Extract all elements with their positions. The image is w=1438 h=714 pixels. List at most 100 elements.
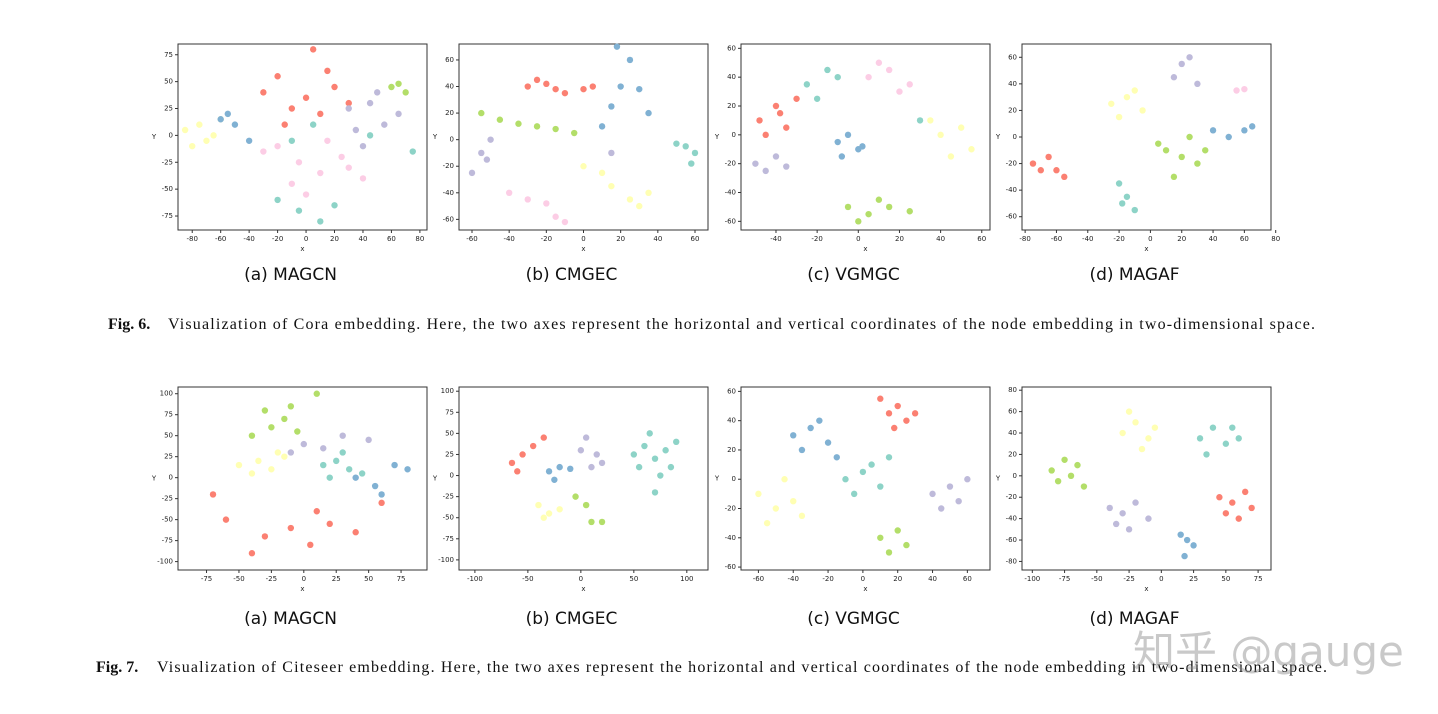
y-tick-label: -50 — [162, 516, 173, 524]
x-tick-label: 20 — [330, 235, 339, 243]
scatter-point — [885, 66, 893, 74]
scatter-point — [955, 497, 962, 505]
scatter-point — [514, 468, 521, 475]
scatter-point — [1241, 85, 1248, 93]
y-tick-label: 25 — [164, 105, 173, 113]
scatter-point — [320, 461, 327, 469]
x-tick-label: 40 — [653, 235, 662, 243]
scatter-point — [338, 153, 345, 161]
scatter-point — [790, 432, 797, 439]
x-tick-label: -60 — [215, 235, 226, 243]
scatter-point — [816, 417, 823, 424]
scatter-point — [964, 476, 971, 483]
x-axis-label: x — [300, 245, 304, 253]
scatter-point — [875, 59, 883, 66]
x-tick-label: -20 — [1113, 235, 1124, 243]
x-tick-label: 60 — [387, 235, 396, 243]
scatter-point — [288, 137, 296, 144]
subcaption: (b) CMGEC — [526, 609, 618, 629]
x-tick-label: 0 — [1148, 235, 1152, 243]
y-tick-label: 75 — [164, 411, 173, 419]
scatter-point — [842, 476, 849, 483]
scatter-point — [617, 83, 624, 90]
scatter-point — [222, 516, 230, 523]
scatter-point — [324, 137, 331, 144]
scatter-point — [752, 160, 759, 167]
scatter-point — [515, 120, 522, 127]
scatter-point — [662, 447, 669, 454]
x-tick-label: -40 — [1082, 235, 1093, 243]
scatter-point — [635, 463, 643, 471]
scatter-point — [927, 117, 934, 124]
x-tick-label: 25 — [332, 575, 341, 583]
scatter-point — [288, 180, 296, 187]
scatter-point — [582, 434, 590, 441]
scatter-point — [288, 105, 296, 112]
y-tick-label: 40 — [1008, 80, 1017, 88]
scatter-point — [496, 116, 504, 123]
scatter-point — [1162, 147, 1170, 154]
subcaption: (b) CMGEC — [526, 265, 618, 285]
scatter-point — [588, 463, 595, 471]
x-tick-label: -20 — [272, 235, 283, 243]
scatter-point — [529, 442, 537, 450]
y-tick-label: -20 — [1006, 160, 1017, 168]
scatter-point — [608, 182, 615, 190]
scatter-point — [572, 493, 579, 500]
scatter-point — [366, 132, 374, 139]
scatter-point — [260, 148, 267, 155]
scatter-point — [294, 428, 301, 435]
scatter-point — [1045, 153, 1052, 161]
scatter-point — [688, 160, 695, 167]
scatter-point — [833, 454, 840, 461]
scatter-point — [946, 483, 954, 490]
figure-caption: Visualization of Citeseer embedding. Her… — [157, 659, 1327, 676]
x-tick-label: 40 — [1209, 235, 1218, 243]
scatter-point — [352, 126, 360, 134]
scatter-point — [1123, 193, 1131, 200]
scatter-point — [906, 208, 913, 215]
scatter-point — [1080, 483, 1088, 490]
scatter-point — [1112, 520, 1120, 528]
scatter-point — [1145, 515, 1152, 522]
scatter-point — [326, 520, 333, 528]
scatter-point — [868, 461, 875, 468]
y-tick-label: 60 — [445, 56, 454, 64]
y-tick-label: 25 — [164, 453, 173, 461]
scatter-point — [834, 138, 841, 146]
scatter-point — [1233, 87, 1240, 94]
scatter-point — [345, 99, 352, 107]
scatter-point — [1202, 147, 1209, 154]
y-tick-label: -60 — [1006, 536, 1017, 544]
scatter-point — [535, 501, 542, 509]
scatter-point — [505, 189, 513, 196]
scatter-point — [756, 117, 763, 124]
y-tick-label: -40 — [443, 189, 454, 197]
scatter-point — [589, 83, 596, 90]
y-tick-label: -100 — [157, 558, 173, 566]
x-tick-label: 60 — [963, 575, 972, 583]
x-tick-label: 20 — [1177, 235, 1186, 243]
scatter-point — [1194, 160, 1201, 167]
y-tick-label: -25 — [162, 495, 173, 503]
scatter-point — [1061, 173, 1068, 181]
scatter-point — [646, 430, 653, 437]
scatter-point — [1115, 113, 1123, 121]
y-tick-label: -75 — [162, 212, 173, 220]
scatter-point — [313, 508, 320, 515]
y-tick-label: 40 — [727, 417, 736, 425]
y-tick-label: -20 — [1006, 493, 1017, 501]
scatter-point — [366, 99, 374, 107]
y-tick-label: 0 — [1013, 472, 1017, 480]
x-tick-label: -60 — [753, 575, 764, 583]
scatter-point — [487, 136, 494, 143]
y-tick-label: 60 — [1008, 53, 1017, 61]
scatter-point — [1119, 510, 1126, 517]
scatter-point — [1125, 408, 1133, 415]
y-tick-label: -75 — [443, 535, 454, 543]
scatter-point — [1132, 499, 1139, 506]
scatter-point — [352, 529, 359, 536]
x-tick-label: 40 — [359, 235, 368, 243]
scatter-point — [859, 468, 867, 476]
scatter-point — [345, 466, 353, 473]
